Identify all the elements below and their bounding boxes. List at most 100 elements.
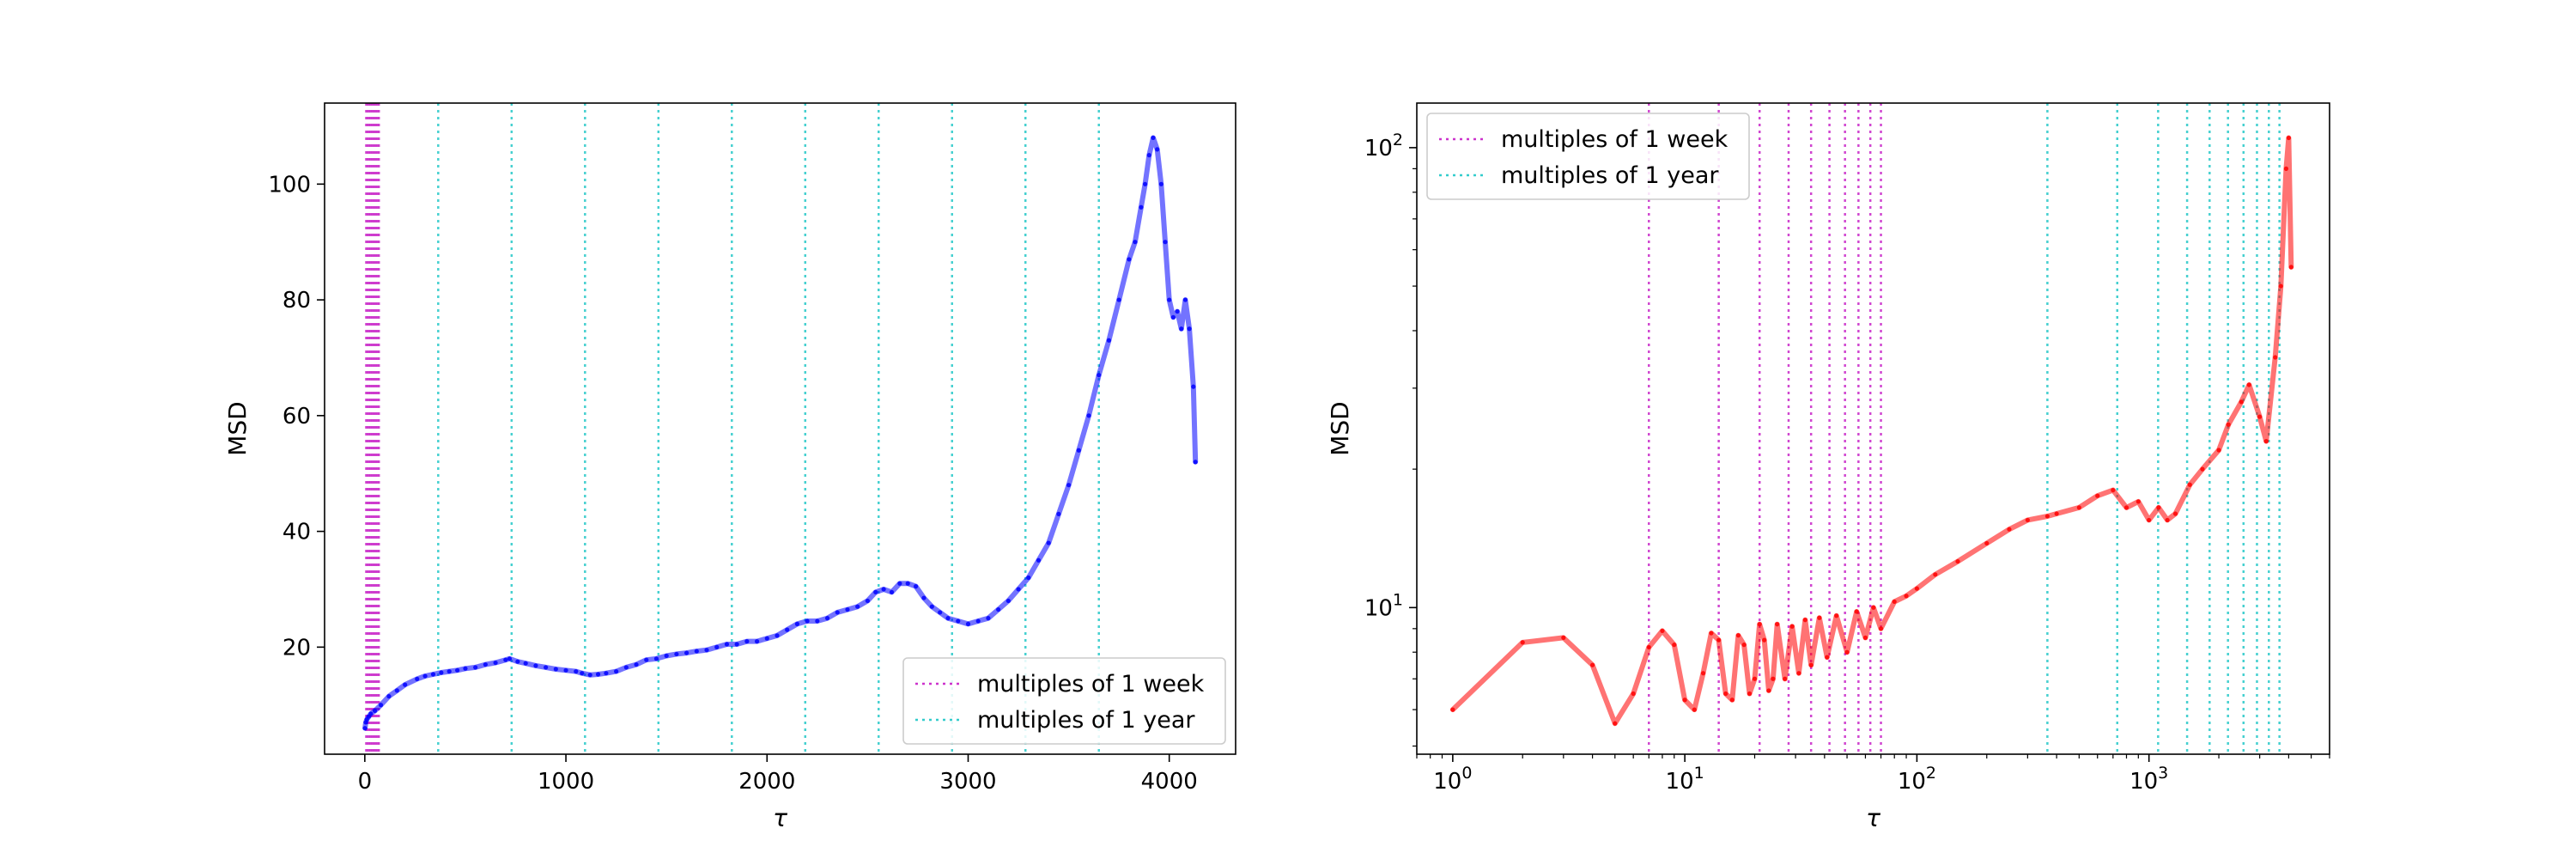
- left-data-point: [1066, 483, 1072, 488]
- left-data-point: [1076, 448, 1081, 453]
- left-legend-label: multiples of 1 year: [977, 707, 1195, 734]
- right-data-point: [2278, 283, 2283, 289]
- left-data-point: [1106, 338, 1112, 343]
- right-data-point: [1700, 671, 1706, 676]
- left-data-point: [1139, 204, 1144, 210]
- left-x-axis-label: τ: [773, 804, 787, 832]
- right-data-point: [1762, 637, 1767, 643]
- left-data-point: [507, 656, 513, 661]
- right-data-point: [1783, 676, 1788, 681]
- right-data-point: [2136, 499, 2141, 504]
- right-data-point: [2216, 448, 2221, 453]
- left-data-point: [378, 703, 384, 708]
- left-data-point: [563, 667, 568, 673]
- left-x-tick-label: 0: [358, 769, 373, 795]
- left-plot-area: [362, 103, 1199, 754]
- left-data-point: [463, 666, 468, 671]
- right-x-axis-label: τ: [1866, 804, 1880, 832]
- right-data-point: [2239, 399, 2244, 405]
- left-data-point: [956, 618, 961, 624]
- left-data-point: [1133, 240, 1138, 245]
- left-data-point: [683, 650, 690, 655]
- left-data-point: [1191, 384, 1196, 389]
- right-data-point: [1862, 635, 1868, 640]
- left-data-point: [1151, 135, 1156, 141]
- left-data-point: [724, 642, 730, 647]
- right-data-point: [1682, 698, 1687, 703]
- left-data-point: [422, 673, 428, 679]
- left-data-point: [1086, 413, 1091, 418]
- right-data-point: [2226, 422, 2231, 427]
- left-data-point: [587, 673, 592, 678]
- right-data-point: [2187, 482, 2192, 487]
- left-data-point: [1175, 308, 1180, 314]
- left-data-point: [938, 610, 943, 615]
- right-data-point: [2286, 135, 2292, 141]
- right-y-axis-label: MSD: [1326, 401, 1354, 456]
- left-data-point: [447, 669, 452, 674]
- left-data-point: [1127, 257, 1132, 262]
- right-data-point: [2156, 505, 2161, 510]
- left-data-point: [754, 639, 760, 644]
- left-legend-label: multiples of 1 week: [977, 671, 1205, 698]
- left-data-point: [881, 587, 886, 592]
- left-data-point: [1005, 598, 1011, 604]
- right-data-point: [2165, 517, 2170, 523]
- right-data-point: [2246, 382, 2251, 387]
- left-axes-frame: [324, 102, 1236, 755]
- left-data-point: [975, 618, 981, 624]
- right-data-point: [1955, 558, 1960, 564]
- left-data-point: [1056, 511, 1061, 516]
- right-data-point: [1914, 586, 1920, 591]
- right-data-point: [1520, 640, 1525, 645]
- right-plot-area: [1449, 103, 2294, 754]
- left-data-point: [1187, 326, 1192, 332]
- left-y-tick-label: 80: [283, 288, 311, 314]
- left-data-point: [1097, 373, 1102, 378]
- left-data-point: [644, 657, 649, 662]
- left-data-point: [362, 726, 368, 731]
- left-data-point: [1155, 147, 1160, 152]
- right-x-tick-label: 101: [1666, 764, 1704, 795]
- right-data-point: [1613, 721, 1618, 726]
- left-data-point: [503, 657, 508, 662]
- left-legend: multiples of 1 week multiples of 1 year: [902, 657, 1226, 745]
- right-data-point: [2123, 505, 2129, 510]
- left-data-point: [714, 644, 720, 649]
- right-data-point: [2288, 265, 2293, 270]
- left-data-point: [1193, 460, 1198, 465]
- right-x-tick-label: 102: [1898, 764, 1936, 795]
- left-x-tick-label: 2000: [738, 769, 795, 795]
- right-data-point: [1878, 626, 1884, 631]
- left-data-point: [824, 616, 830, 621]
- left-data-point: [889, 589, 895, 594]
- left-data-point: [415, 676, 420, 682]
- right-data-point: [2283, 166, 2289, 171]
- right-data-point: [1771, 676, 1776, 681]
- right-data-point: [1716, 637, 1722, 643]
- left-data-point: [1016, 587, 1021, 592]
- left-data-point: [634, 661, 639, 667]
- left-chart: 0 1000 2000 3000 4000 20 40 60 80 100 τ MSD multiple…: [223, 102, 1236, 832]
- left-data-point: [815, 618, 820, 624]
- right-data-point: [1904, 594, 1909, 599]
- left-data-point: [744, 639, 750, 644]
- left-data-point: [921, 595, 927, 600]
- right-legend-label: multiples of 1 week: [1501, 126, 1728, 153]
- left-data-point: [664, 653, 669, 659]
- right-data-point: [2076, 505, 2081, 510]
- left-x-tick-label: 4000: [1141, 769, 1198, 795]
- right-data-point: [1752, 676, 1758, 681]
- right-y-tick-label: 102: [1364, 131, 1403, 161]
- left-data-point: [595, 672, 601, 677]
- left-data-point: [386, 694, 392, 699]
- left-data-point: [483, 661, 488, 667]
- left-data-point: [929, 604, 934, 609]
- left-data-point: [734, 642, 739, 647]
- left-data-point: [835, 610, 840, 615]
- left-data-point: [580, 671, 585, 676]
- left-data-point: [368, 711, 374, 716]
- right-data-point: [2007, 527, 2012, 532]
- left-data-point: [515, 659, 520, 664]
